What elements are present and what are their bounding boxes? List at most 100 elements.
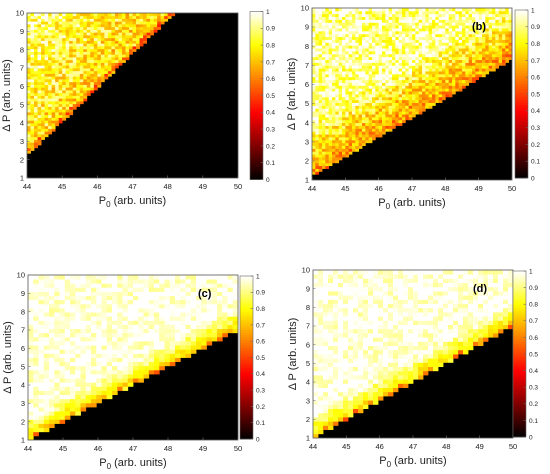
colorbar-segment	[515, 17, 528, 21]
heatmap-cell	[64, 299, 71, 305]
heatmap-cell	[383, 379, 389, 384]
heatmap-cell	[328, 139, 333, 144]
heatmap-cell	[422, 51, 426, 55]
heatmap-cell	[438, 16, 443, 20]
heatmap-cell	[96, 299, 102, 305]
heatmap-cell	[41, 24, 45, 28]
heatmap-cell	[58, 106, 63, 110]
heatmap-cell	[368, 22, 373, 26]
heatmap-cell	[33, 365, 39, 371]
heatmap-cell	[117, 324, 123, 330]
heatmap-cell	[342, 28, 346, 32]
heatmap-cell	[365, 137, 370, 141]
heatmap-cell	[206, 341, 213, 346]
heatmap-cell	[405, 36, 410, 40]
heatmap-cell	[100, 54, 105, 58]
heatmap-cell	[455, 51, 460, 55]
heatmap-cell	[402, 99, 406, 103]
heatmap-cell	[372, 25, 376, 29]
heatmap-cell	[125, 24, 130, 28]
heatmap-cell	[312, 168, 316, 172]
heatmap-cell	[153, 13, 158, 17]
heatmap-cell	[312, 36, 316, 40]
heatmap-cell	[322, 59, 326, 63]
heatmap-cell	[425, 68, 430, 72]
colorbar-segment	[240, 408, 253, 412]
heatmap-cell	[342, 119, 346, 124]
heatmap-cell	[112, 299, 118, 305]
heatmap-cell	[385, 65, 390, 69]
heatmap-cell	[54, 279, 60, 284]
heatmap-cell	[111, 65, 116, 69]
heatmap-cell	[30, 54, 35, 58]
heatmap-cell	[358, 119, 363, 124]
heatmap-cell	[201, 316, 207, 321]
heatmap-cell	[106, 275, 113, 280]
heatmap-cell	[392, 59, 396, 63]
heatmap-cell	[86, 87, 91, 91]
heatmap-cell	[91, 312, 97, 317]
heatmap-cell	[418, 88, 423, 92]
heatmap-cell	[217, 303, 223, 309]
heatmap-cell	[432, 48, 436, 52]
heatmap-cell	[111, 51, 116, 55]
heatmap-cell	[312, 22, 316, 26]
heatmap-cell	[502, 19, 506, 23]
heatmap-cell	[51, 87, 56, 91]
heatmap-cell	[227, 283, 234, 288]
heatmap-cell	[418, 96, 423, 101]
heatmap-cell	[422, 45, 426, 49]
heatmap-cell	[117, 299, 123, 305]
heatmap-cell	[362, 91, 366, 95]
heatmap-cell	[488, 36, 493, 40]
heatmap-cell	[139, 32, 144, 36]
heatmap-cell	[485, 22, 490, 26]
heatmap-cell	[313, 375, 319, 380]
heatmap-cell	[365, 13, 370, 17]
heatmap-cell	[58, 87, 63, 91]
heatmap-cell	[51, 51, 56, 55]
heatmap-cell	[227, 275, 234, 280]
heatmap-cell	[125, 46, 130, 50]
heatmap-cell	[318, 102, 323, 106]
heatmap-cell	[323, 412, 329, 418]
heatmap-cell	[395, 91, 400, 95]
heatmap-cell	[148, 336, 155, 342]
heatmap-cell	[64, 320, 71, 325]
heatmap-cell	[62, 54, 67, 58]
heatmap-cell	[392, 28, 396, 32]
heatmap-cell	[190, 324, 197, 330]
heatmap-cell	[505, 16, 510, 20]
heatmap-cell	[332, 73, 336, 78]
heatmap-cell	[59, 324, 66, 330]
heatmap-cell	[48, 37, 53, 41]
heatmap-cell	[442, 76, 446, 81]
heatmap-cell	[106, 353, 113, 358]
heatmap-cell	[143, 349, 150, 354]
heatmap-cell	[375, 68, 380, 72]
heatmap-cell	[345, 76, 350, 81]
heatmap-cell	[428, 16, 433, 20]
heatmap-cell	[398, 68, 403, 72]
heatmap-cell	[117, 374, 123, 379]
heatmap-cell	[72, 70, 77, 74]
colorbar-segment	[240, 426, 253, 430]
x-tick-label: 44	[24, 444, 32, 453]
heatmap-cell	[175, 312, 181, 317]
heatmap-cell	[49, 398, 55, 404]
heatmap-cell	[58, 101, 63, 105]
heatmap-cell	[478, 33, 483, 38]
heatmap-cell	[159, 303, 165, 309]
heatmap-cell	[322, 42, 326, 46]
heatmap-cell	[462, 13, 466, 17]
heatmap-cell	[408, 25, 413, 29]
heatmap-cell	[28, 341, 34, 346]
heatmap-cell	[452, 28, 456, 32]
heatmap-cell	[117, 357, 123, 363]
heatmap-cell	[428, 45, 433, 49]
heatmap-cell	[368, 119, 373, 124]
heatmap-cell	[51, 73, 56, 77]
heatmap-cell	[65, 112, 70, 116]
heatmap-cells	[27, 13, 176, 154]
heatmap-cell	[435, 51, 440, 55]
